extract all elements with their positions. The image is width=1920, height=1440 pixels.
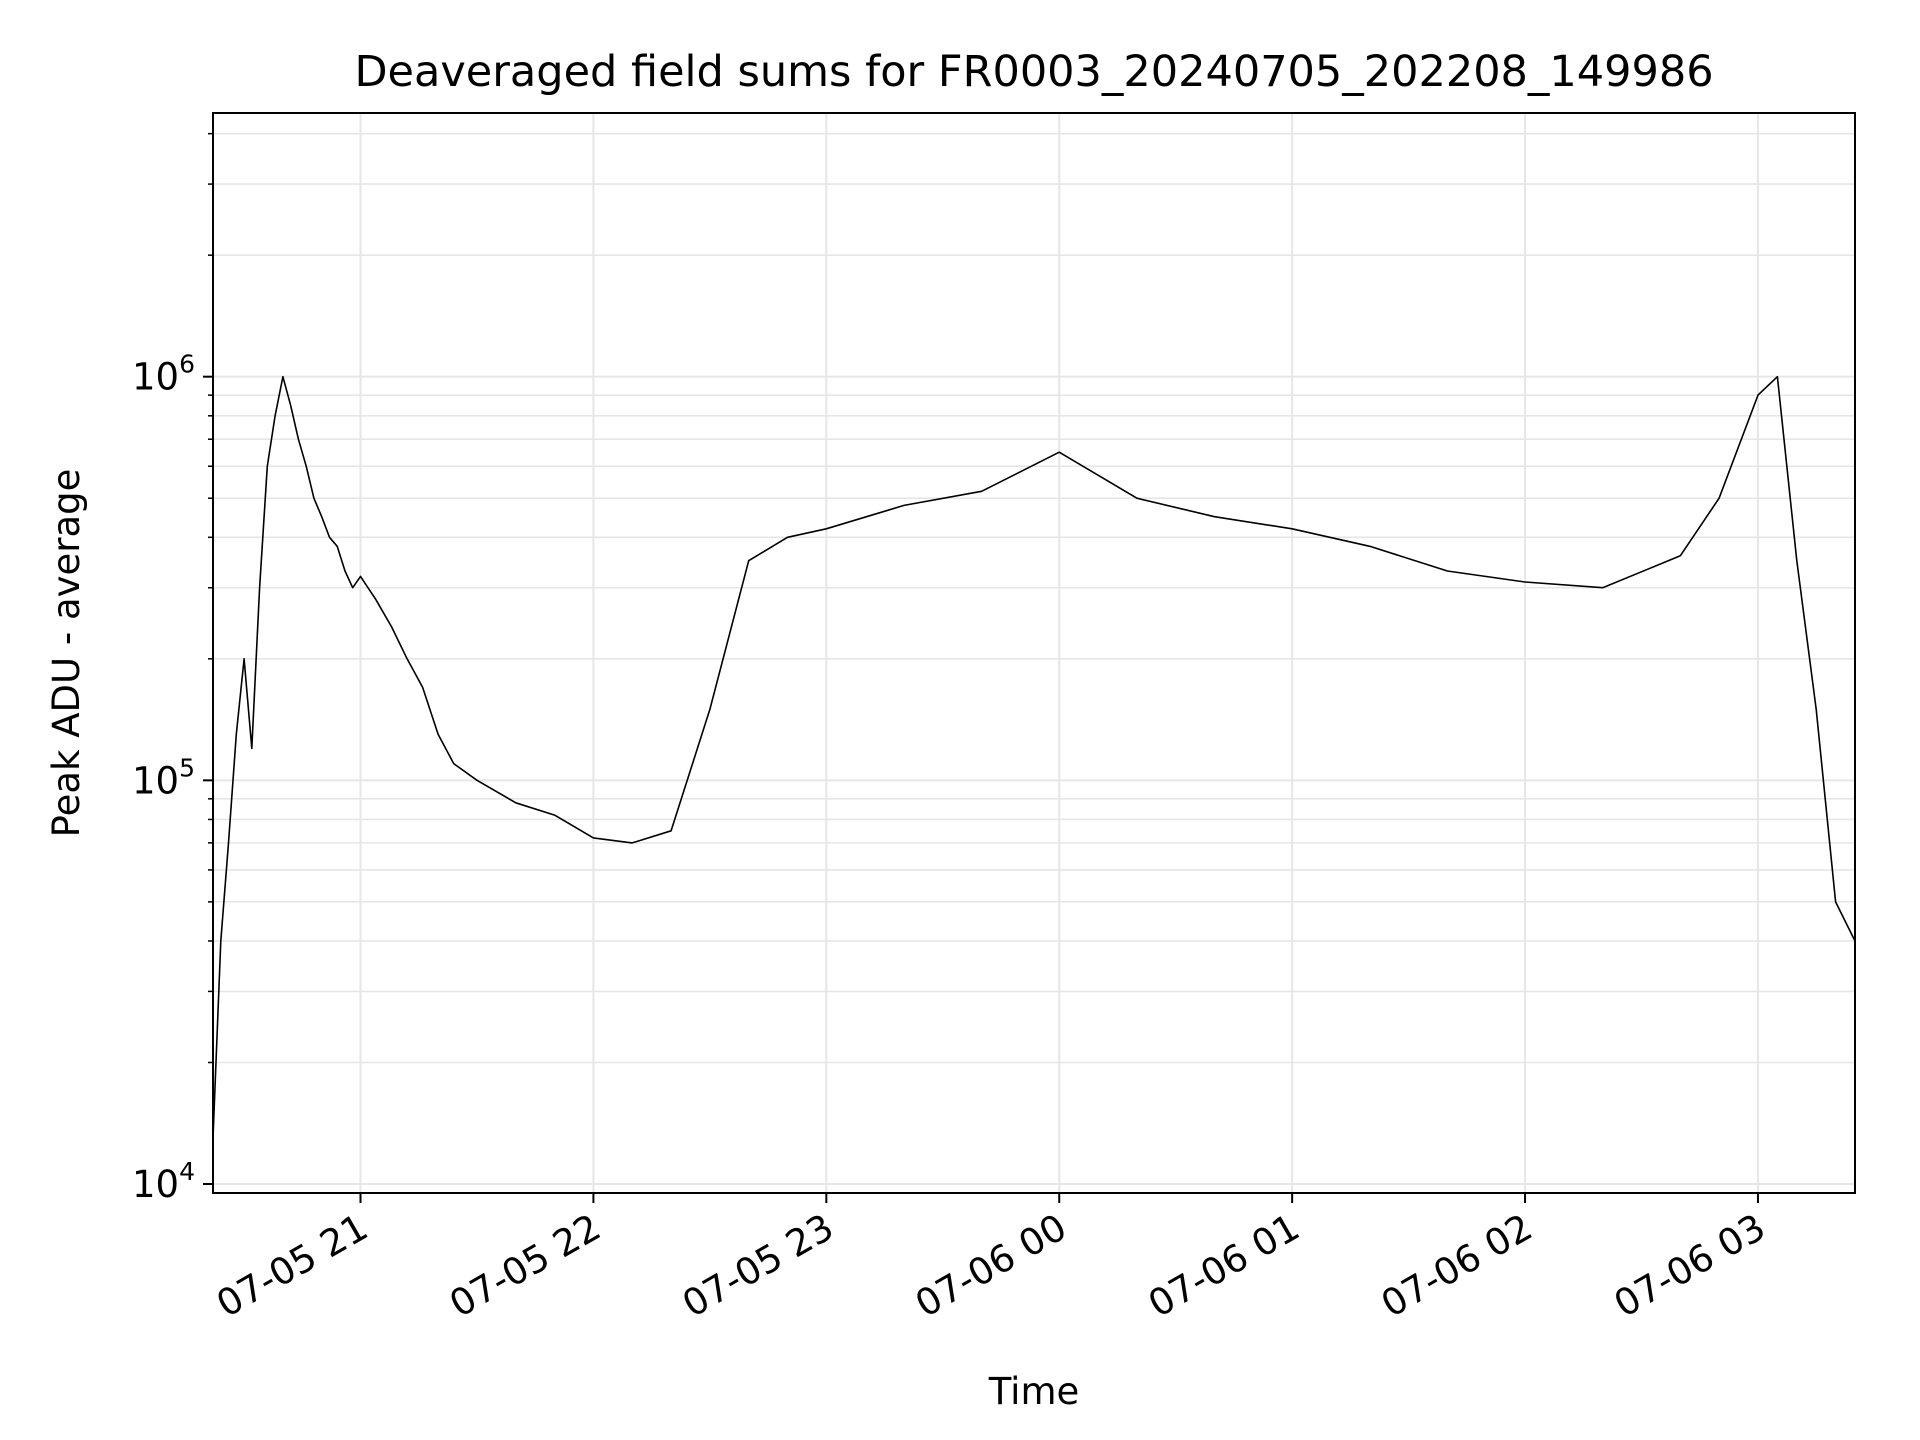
- y-tick-label: 106: [132, 350, 195, 399]
- series-group: [212, 375, 1856, 1139]
- chart-title: Deaveraged field sums for FR0003_2024070…: [354, 47, 1713, 97]
- y-tick-label: 105: [132, 753, 195, 802]
- y-tick-label: 104: [132, 1157, 195, 1206]
- grid: [213, 113, 1855, 1193]
- series-line: [212, 375, 1856, 1139]
- plot-area: [213, 113, 1855, 1193]
- y-axis-label: Peak ADU - average: [45, 469, 88, 838]
- x-axis-label: Time: [988, 1370, 1080, 1413]
- axes-frame: [212, 112, 1856, 1194]
